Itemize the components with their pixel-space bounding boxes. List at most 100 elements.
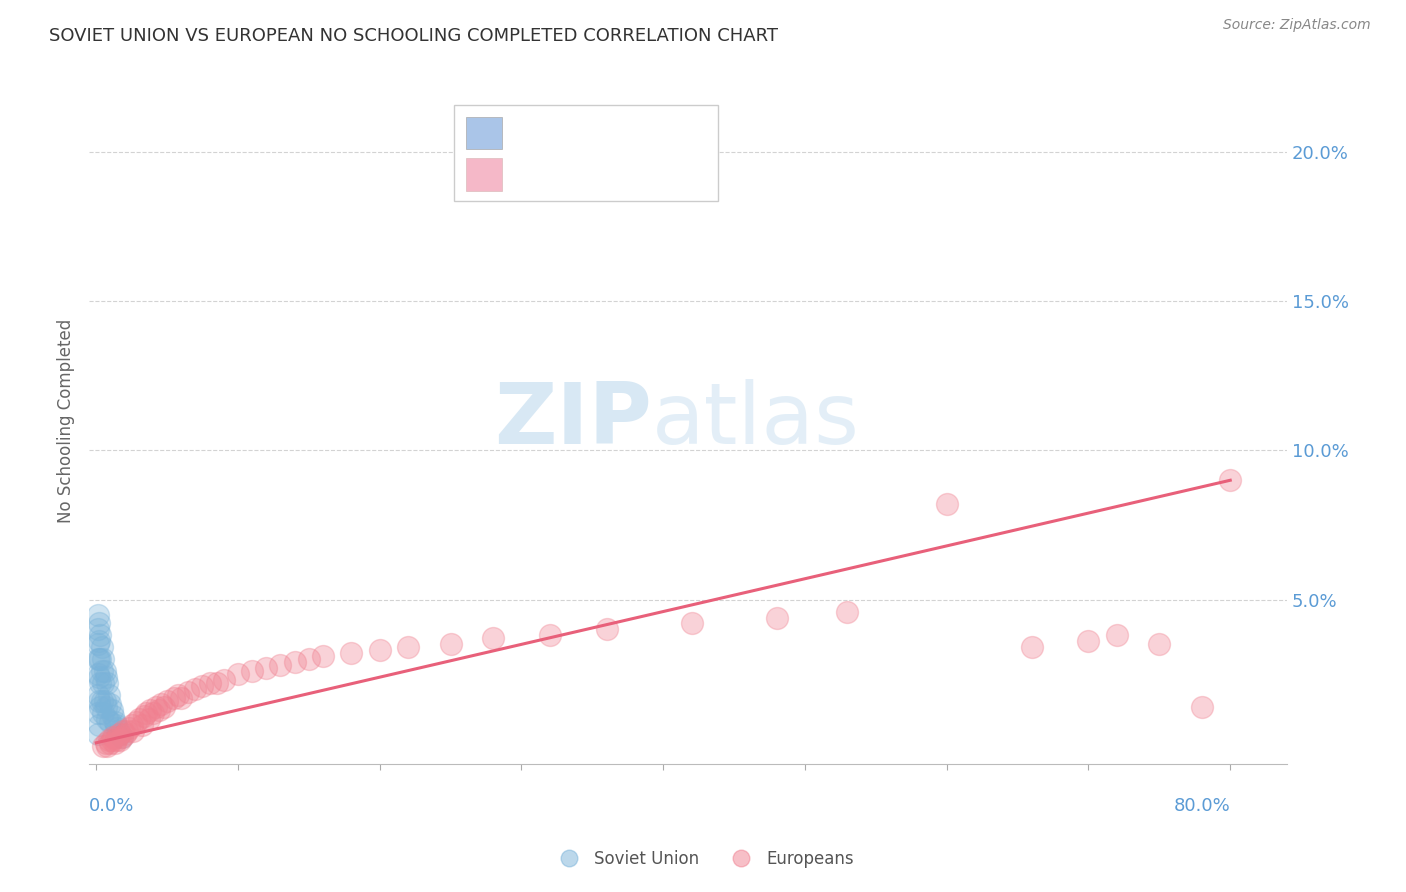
FancyBboxPatch shape [454,105,718,201]
Point [89,700,111,714]
Point [135,706,157,720]
Point [86,652,108,666]
Point [139,703,162,717]
Point [86,688,108,702]
Point [86,637,108,651]
Point [87,694,110,708]
Point [153,700,176,714]
Text: atlas: atlas [652,379,860,462]
Point [107,721,129,735]
Point [131,718,153,732]
Point [90,694,112,708]
Point [108,727,131,741]
Point [94,736,117,750]
Point [681,616,703,631]
Point [134,709,156,723]
Point [205,676,228,690]
Point [538,628,561,642]
Point [101,709,124,723]
Point [837,605,859,619]
Point [482,632,505,646]
Point [105,732,128,747]
Point [86,706,108,720]
Point [138,712,160,726]
Point [1219,473,1241,487]
Point [284,655,307,669]
Point [156,694,179,708]
Point [97,732,120,747]
Point [112,723,135,738]
Point [91,652,114,666]
Point [122,723,145,738]
Point [170,691,193,706]
Point [312,649,335,664]
Point [96,739,118,753]
Point [103,714,125,729]
Point [368,643,391,657]
Point [212,673,235,688]
Point [96,712,118,726]
Point [439,637,461,651]
Point [91,676,114,690]
Text: 80.0%: 80.0% [1174,797,1230,814]
Point [97,688,120,702]
Point [89,652,111,666]
Point [87,718,110,732]
Legend: Soviet Union, Europeans: Soviet Union, Europeans [546,844,860,875]
Point [87,616,110,631]
Point [1191,700,1213,714]
Text: N = 65: N = 65 [631,165,692,183]
Point [1021,640,1043,655]
Point [254,661,277,675]
Point [96,676,118,690]
Point [105,718,128,732]
Point [148,703,170,717]
Point [163,691,186,706]
Point [191,679,214,693]
Point [86,667,108,681]
Point [90,664,112,678]
Point [101,730,124,744]
Point [118,721,141,735]
Point [100,703,122,717]
Text: 0.0%: 0.0% [89,797,135,814]
Point [198,676,221,690]
Y-axis label: No Schooling Completed: No Schooling Completed [58,318,75,523]
Point [93,664,115,678]
Text: R = -0.205: R = -0.205 [512,124,612,142]
Point [1149,637,1171,651]
Text: N = 41: N = 41 [631,124,692,142]
Point [87,652,110,666]
Point [1105,628,1128,642]
Point [240,664,263,678]
Point [89,628,111,642]
Point [117,723,139,738]
Point [94,700,117,714]
Point [108,723,131,738]
Point [150,697,173,711]
Point [226,667,249,681]
Point [269,658,291,673]
Point [86,727,108,741]
Point [90,640,112,655]
Point [89,676,111,690]
Point [87,670,110,684]
Point [396,640,419,655]
Point [142,706,165,720]
Point [114,727,136,741]
Point [98,736,121,750]
Point [935,497,957,511]
Point [98,697,121,711]
Point [94,670,117,684]
Point [340,646,363,660]
Point [111,730,134,744]
Point [86,607,108,622]
FancyBboxPatch shape [467,117,502,150]
Text: ZIP: ZIP [495,379,652,462]
Point [86,623,108,637]
Point [145,700,167,714]
Point [167,688,190,702]
Text: Source: ZipAtlas.com: Source: ZipAtlas.com [1223,18,1371,32]
Point [110,727,132,741]
Point [103,736,125,750]
